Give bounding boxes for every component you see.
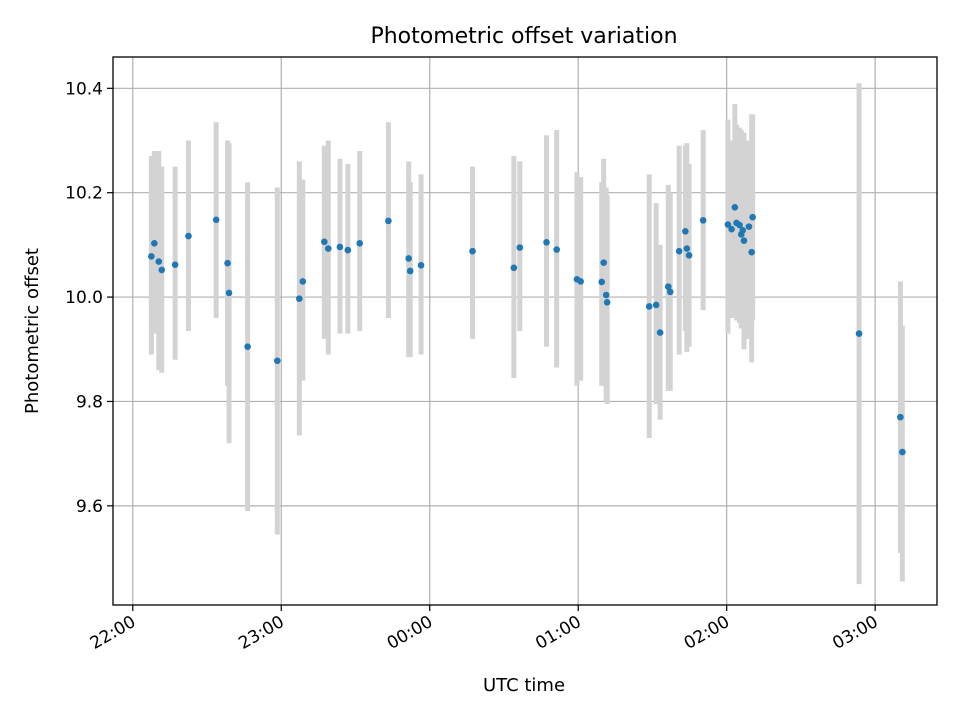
data-point — [158, 266, 166, 274]
x-tick-label: 01:00 — [532, 612, 584, 654]
y-axis-label: Photometric offset — [22, 248, 43, 414]
data-point — [666, 288, 674, 296]
data-point — [356, 240, 364, 247]
data-point — [731, 204, 739, 211]
data-point — [683, 245, 691, 252]
y-tick-label: 9.6 — [76, 497, 103, 517]
data-point — [321, 238, 328, 246]
data-point — [225, 289, 233, 297]
x-tick-label: 23:00 — [235, 612, 287, 654]
data-point — [699, 217, 707, 224]
data-point — [417, 261, 425, 269]
data-point — [724, 221, 732, 228]
data-point — [577, 278, 584, 285]
data-point — [406, 267, 414, 275]
data-point — [299, 278, 307, 285]
x-tick-label: 03:00 — [829, 612, 881, 654]
data-point — [736, 221, 743, 229]
y-tick-label: 10.0 — [65, 288, 103, 308]
data-point — [543, 238, 550, 246]
data-point — [185, 232, 192, 240]
data-point — [685, 252, 693, 259]
data-point — [171, 261, 179, 269]
data-point — [212, 216, 220, 224]
data-point — [675, 247, 683, 255]
plot-frame — [112, 56, 938, 606]
data-point — [155, 258, 163, 265]
x-axis-ticks: 22:00 23:00 00:00 01:00 02:00 03:00 — [87, 605, 882, 654]
data-point — [510, 264, 518, 272]
chart-title: Photometric offset variation — [370, 24, 677, 49]
data-point — [244, 343, 251, 350]
data-point — [745, 223, 753, 230]
data-point — [148, 253, 155, 260]
y-tick-label: 10.2 — [65, 184, 103, 204]
data-point — [682, 228, 689, 235]
x-axis-label: UTC time — [483, 675, 565, 696]
y-axis-ticks: 9.6 9.8 10.0 10.2 10.4 — [65, 79, 113, 517]
data-point — [664, 283, 672, 290]
x-tick-label: 22:00 — [87, 612, 139, 654]
error-bars — [148, 83, 905, 585]
data-point — [151, 240, 158, 247]
data-point — [899, 448, 906, 456]
grid-lines — [113, 57, 937, 605]
data-point — [405, 255, 412, 262]
y-tick-label: 9.8 — [76, 392, 103, 412]
data-point — [385, 217, 392, 225]
y-tick-label: 10.4 — [65, 79, 103, 99]
data-point — [652, 301, 660, 309]
data-point — [274, 357, 281, 365]
data-point — [855, 330, 863, 337]
data-point — [740, 237, 748, 245]
data-points — [148, 204, 906, 456]
data-point — [645, 303, 653, 310]
data-point — [728, 225, 735, 233]
data-point — [656, 329, 664, 336]
data-point — [516, 244, 524, 251]
data-point — [602, 291, 610, 299]
x-tick-label: 00:00 — [384, 612, 436, 654]
data-point — [748, 248, 755, 256]
data-point — [224, 259, 231, 267]
data-point — [336, 243, 344, 251]
data-point — [296, 295, 303, 302]
data-point — [600, 259, 607, 266]
x-tick-label: 02:00 — [681, 612, 733, 654]
data-point — [344, 246, 352, 254]
data-point — [739, 226, 747, 234]
data-point — [598, 278, 606, 286]
data-point — [749, 213, 756, 221]
data-point — [553, 246, 560, 253]
data-point — [324, 245, 332, 252]
data-point — [603, 298, 611, 306]
data-point — [897, 413, 904, 421]
data-point — [469, 247, 476, 255]
